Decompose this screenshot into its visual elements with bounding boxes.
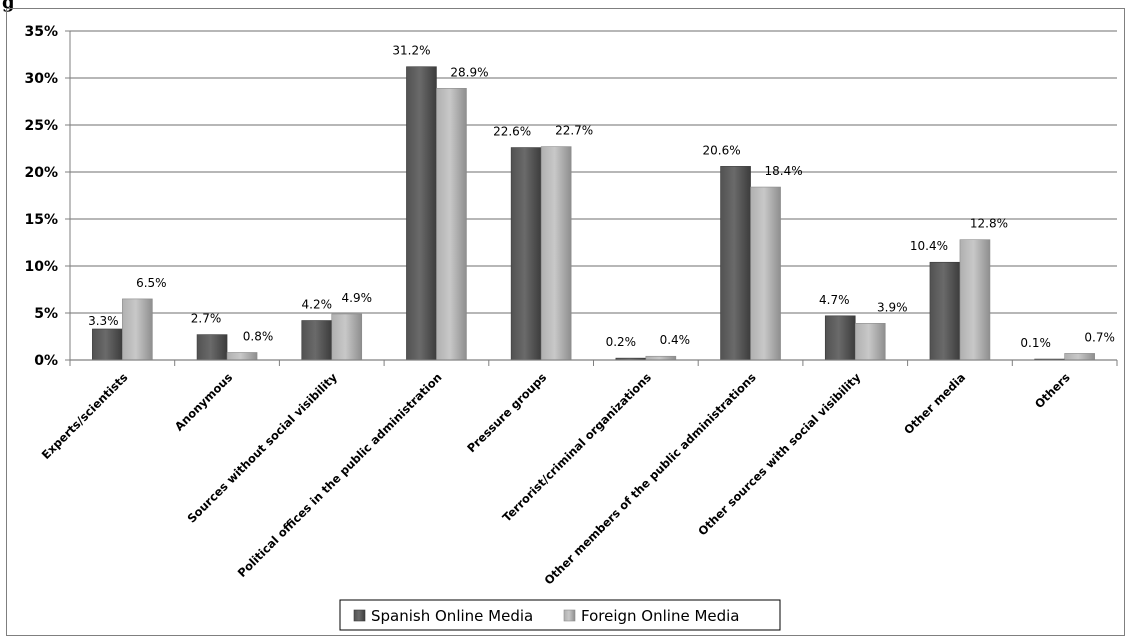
- bar: [959, 239, 991, 361]
- data-label: 12.8%: [970, 217, 1008, 231]
- x-tick-label: Political offices in the public administ…: [235, 370, 445, 580]
- data-label: 22.7%: [555, 124, 593, 138]
- legend-label: Spanish Online Media: [371, 607, 533, 625]
- bar: [406, 66, 437, 361]
- bar: [1064, 353, 1095, 361]
- bar: [645, 355, 677, 361]
- data-label: 6.5%: [136, 276, 167, 290]
- legend-swatch: [353, 609, 366, 622]
- x-tick-label: Other sources with social visibility: [695, 370, 863, 538]
- bar: [301, 320, 333, 361]
- x-tick-label: Other members of the public administrati…: [541, 370, 758, 587]
- bar: [436, 88, 467, 361]
- bar: [510, 147, 542, 361]
- data-labels: 3.3% 6.5% 2.7% 0.8% 4.2% 4.9% 31.2% 28.9% 22.6% 2…: [88, 44, 1115, 350]
- data-label: 28.9%: [450, 65, 488, 79]
- bars: [92, 66, 1095, 361]
- data-label: 20.6%: [702, 143, 740, 157]
- x-tick-label: Other media: [901, 370, 968, 437]
- data-label: 0.1%: [1020, 336, 1051, 350]
- y-tick-label: 20%: [24, 165, 58, 181]
- legend-label: Foreign Online Media: [581, 607, 740, 625]
- data-label: 3.3%: [88, 314, 119, 328]
- legend: Spanish Online Media Foreign Online Media: [339, 599, 781, 631]
- figure-label: g: [2, 0, 15, 13]
- data-label: 18.4%: [764, 164, 802, 178]
- data-label: 0.4%: [660, 333, 691, 347]
- bar: [196, 334, 228, 361]
- bar: [92, 328, 123, 361]
- bar: [929, 261, 961, 361]
- x-tick-label: Pressure groups: [464, 370, 549, 455]
- bar: [226, 352, 258, 361]
- x-tick-label: Others: [1032, 370, 1073, 411]
- bar: [122, 298, 153, 361]
- y-tick-label: 0%: [34, 353, 58, 369]
- y-tick-label: 25%: [24, 118, 58, 134]
- legend-swatch: [563, 609, 576, 622]
- data-label: 4.7%: [819, 293, 850, 307]
- bar: [331, 313, 363, 361]
- y-tick-label: 15%: [24, 212, 58, 228]
- bar: [750, 186, 781, 361]
- bar: [824, 315, 856, 361]
- y-tick-label: 5%: [34, 306, 58, 322]
- data-label: 2.7%: [191, 312, 222, 326]
- chart-frame: [6, 8, 1125, 636]
- data-label: 4.2%: [302, 298, 333, 312]
- x-tick-label: Experts/scientists: [39, 370, 131, 462]
- data-label: 31.2%: [392, 44, 430, 58]
- data-label: 3.9%: [877, 300, 908, 314]
- y-tick-label: 35%: [24, 24, 58, 40]
- y-tick-label: 10%: [24, 259, 58, 275]
- bar: [720, 166, 751, 361]
- data-label: 10.4%: [910, 239, 948, 253]
- bar: [854, 323, 886, 361]
- x-tick-label: Anonymous: [172, 370, 235, 433]
- legend-box: [339, 599, 781, 631]
- bar: [540, 146, 572, 361]
- data-label: 22.6%: [493, 125, 531, 139]
- data-label: 4.9%: [342, 291, 373, 305]
- y-tick-label: 30%: [24, 71, 58, 87]
- data-label: 0.8%: [243, 329, 274, 343]
- data-label: 0.2%: [606, 335, 637, 349]
- data-label: 0.7%: [1084, 330, 1115, 344]
